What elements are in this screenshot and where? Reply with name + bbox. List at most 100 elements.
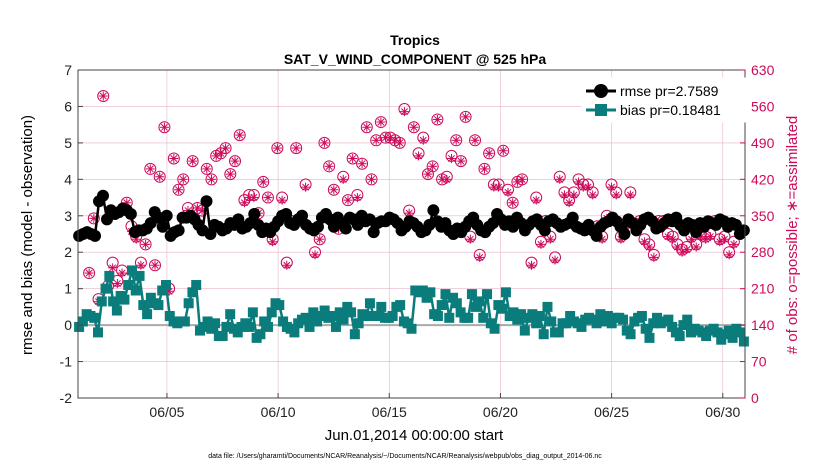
bias-point bbox=[500, 287, 511, 298]
obs-possible-point bbox=[224, 168, 237, 181]
obs-assimilated-point bbox=[414, 151, 424, 161]
obs-possible-point bbox=[233, 129, 246, 142]
obs-assimilated-point bbox=[682, 245, 692, 255]
y-tick-label: 1 bbox=[64, 281, 72, 297]
obs-assimilated-point bbox=[423, 169, 433, 179]
obs-possible-point bbox=[139, 238, 152, 251]
bias-point bbox=[595, 309, 606, 320]
bias-point bbox=[553, 327, 564, 338]
obs-possible-point bbox=[341, 194, 354, 207]
bias-point bbox=[308, 307, 319, 318]
bias-point bbox=[153, 300, 164, 311]
bias-point bbox=[134, 270, 145, 281]
obs-possible-point bbox=[459, 110, 472, 123]
bias-point bbox=[444, 312, 455, 323]
bias-point bbox=[376, 301, 387, 312]
y-tick-label: 4 bbox=[64, 171, 72, 187]
obs-assimilated-point bbox=[503, 187, 513, 197]
bias-point bbox=[387, 311, 398, 321]
bias-point bbox=[485, 318, 496, 329]
obs-possible-point bbox=[360, 121, 373, 134]
obs-assimilated-point bbox=[136, 260, 146, 270]
bias-point bbox=[160, 280, 171, 291]
obs-assimilated-point bbox=[192, 203, 202, 213]
obs-possible-point bbox=[205, 173, 218, 186]
obs-assimilated-point bbox=[508, 198, 518, 208]
bias-point bbox=[142, 309, 153, 320]
bias-point bbox=[187, 287, 198, 298]
obs-possible-point bbox=[219, 142, 232, 155]
bias-point bbox=[644, 332, 655, 343]
obs-assimilated-point bbox=[98, 91, 108, 101]
rmse-point bbox=[339, 222, 352, 235]
obs-possible-point bbox=[323, 160, 336, 173]
bias-point bbox=[300, 312, 311, 323]
rmse-point bbox=[280, 207, 293, 220]
obs-assimilated-point bbox=[498, 146, 508, 156]
obs-possible-point bbox=[158, 121, 171, 134]
obs-assimilated-point bbox=[729, 239, 739, 249]
bias-point bbox=[591, 318, 602, 329]
obs-assimilated-point bbox=[442, 174, 452, 184]
obs-assimilated-point bbox=[216, 148, 226, 158]
obs-possible-point bbox=[313, 233, 326, 246]
bias-point bbox=[652, 312, 663, 323]
obs-assimilated-point bbox=[691, 242, 701, 252]
obs-possible-point bbox=[186, 155, 199, 168]
bias-point bbox=[663, 314, 674, 325]
obs-assimilated-point bbox=[277, 195, 287, 205]
bias-point bbox=[206, 323, 217, 334]
bias-point bbox=[319, 305, 330, 316]
obs-assimilated-point bbox=[272, 143, 282, 153]
bias-point bbox=[74, 321, 85, 332]
obs-possible-point bbox=[144, 162, 157, 175]
obs-assimilated-point bbox=[447, 154, 457, 164]
bias-point bbox=[682, 314, 693, 325]
obs-assimilated-point bbox=[174, 185, 184, 195]
bias-point bbox=[157, 285, 168, 296]
obs-assimilated-point bbox=[371, 135, 381, 145]
obs-assimilated-point bbox=[677, 247, 687, 257]
y-tick-label: 3 bbox=[64, 208, 72, 224]
bias-point bbox=[100, 283, 111, 294]
bias-point bbox=[126, 265, 137, 276]
obs-possible-point bbox=[370, 134, 383, 147]
bias-point bbox=[138, 300, 149, 311]
bias-point bbox=[315, 311, 326, 321]
y-tick-label: 0 bbox=[64, 317, 72, 333]
obs-assimilated-point bbox=[555, 174, 565, 184]
rmse-point bbox=[367, 226, 380, 239]
obs-possible-point bbox=[290, 142, 303, 155]
obs-possible-point bbox=[431, 113, 444, 126]
obs-possible-point bbox=[229, 155, 242, 168]
legend-rmse-marker bbox=[594, 84, 608, 98]
bias-point bbox=[508, 307, 519, 318]
rmse-point bbox=[427, 204, 440, 217]
bias-point bbox=[648, 318, 659, 329]
obs-assimilated-point bbox=[301, 182, 311, 192]
bias-point bbox=[417, 285, 428, 296]
bias-point bbox=[565, 311, 576, 321]
bias-point bbox=[599, 316, 610, 327]
obs-assimilated-point bbox=[268, 237, 278, 247]
obs-possible-point bbox=[177, 173, 190, 186]
y-tick-label: 7 bbox=[64, 62, 72, 78]
obs-assimilated-point bbox=[399, 107, 409, 117]
rmse-point bbox=[89, 229, 102, 242]
bias-point bbox=[183, 298, 194, 309]
bias-point bbox=[247, 307, 258, 318]
obs-possible-point bbox=[149, 259, 162, 272]
y-tick-label-right: 420 bbox=[751, 171, 775, 187]
obs-possible-point bbox=[478, 162, 491, 175]
obs-assimilated-point bbox=[108, 263, 118, 273]
bias-point bbox=[244, 321, 255, 332]
bias-point bbox=[164, 311, 175, 321]
y-tick-label: 2 bbox=[64, 244, 72, 260]
bias-point bbox=[327, 311, 338, 321]
obs-assimilated-point bbox=[310, 250, 320, 260]
bias-point bbox=[225, 309, 236, 320]
bias-point bbox=[576, 321, 587, 332]
bias-point bbox=[463, 312, 474, 323]
obs-assimilated-point bbox=[687, 234, 697, 244]
rmse-point bbox=[737, 224, 750, 237]
